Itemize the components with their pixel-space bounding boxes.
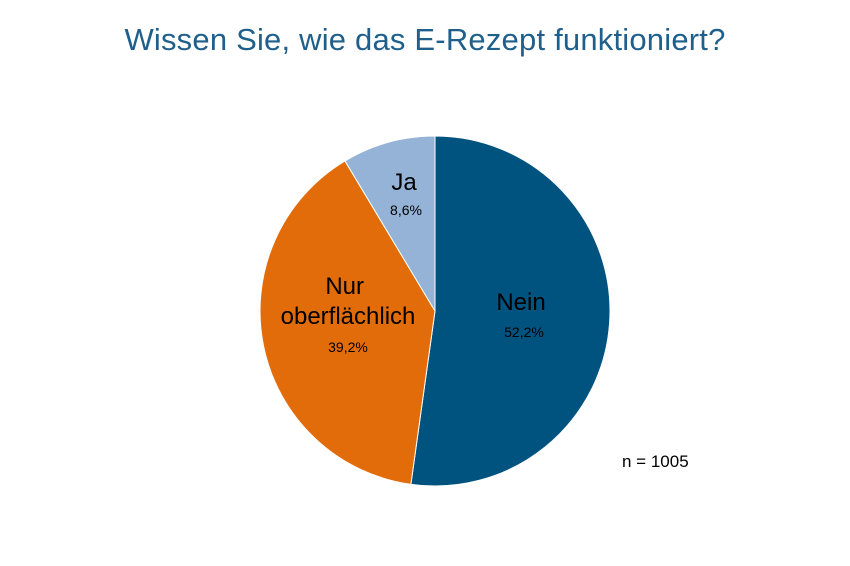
slice-label-ja: Ja: [391, 169, 417, 196]
pie-slice-nur-oberfl-chlich: [259, 160, 436, 485]
pie-slice-nein: [410, 135, 611, 487]
pie-slice-ja: [344, 135, 436, 313]
chart-title: Wissen Sie, wie das E-Rezept funktionier…: [124, 22, 726, 57]
slice-label-nein: Nein: [496, 289, 545, 316]
slice-label-nur-oberflaechlich: Nur oberflächlich: [281, 273, 416, 330]
slice-value-ja: 8,6%: [390, 202, 422, 218]
slice-value-nein: 52,2%: [504, 324, 544, 340]
slice-value-nur-oberflaechlich: 39,2%: [328, 339, 368, 355]
sample-size-note: n = 1005: [622, 452, 689, 471]
